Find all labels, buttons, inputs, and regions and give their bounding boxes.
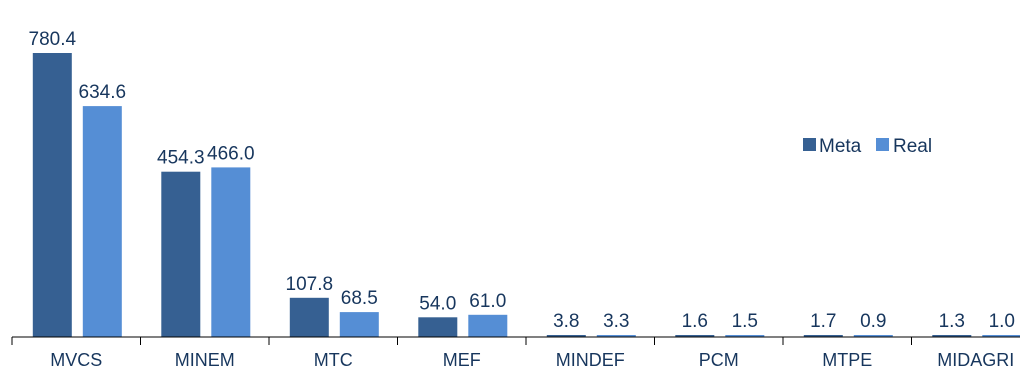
- value-label-real-minem: 466.0: [207, 143, 255, 164]
- legend-swatch-meta: [803, 138, 816, 151]
- bar-real-mef: [468, 314, 508, 337]
- category-label-pcm: PCM: [699, 350, 739, 370]
- value-label-real-mtc: 68.5: [341, 288, 378, 309]
- value-label-real-mvcs: 634.6: [79, 82, 127, 103]
- value-label-meta-pcm: 1.6: [682, 311, 708, 332]
- value-label-meta-mef: 54.0: [419, 293, 456, 314]
- value-label-meta-mvcs: 780.4: [29, 29, 77, 50]
- value-label-real-mindef: 3.3: [603, 311, 629, 332]
- value-label-real-pcm: 1.5: [732, 311, 758, 332]
- bar-meta-mtpe: [803, 335, 843, 337]
- category-label-mtc: MTC: [314, 350, 353, 370]
- bar-meta-mtc: [289, 297, 329, 337]
- value-label-meta-mindef: 3.8: [553, 311, 579, 332]
- category-labels-layer: MVCS MINEM MTC MEF MINDEF PCM MTPE MIDAGRI: [50, 350, 1014, 370]
- bar-real-pcm: [725, 335, 765, 337]
- bar-real-minem: [211, 167, 251, 337]
- bar-real-mtc: [339, 312, 379, 337]
- value-label-real-mtpe: 0.9: [860, 311, 886, 332]
- bar-meta-mvcs: [32, 53, 72, 337]
- value-label-meta-midagri: 1.3: [939, 311, 965, 332]
- category-label-mindef: MINDEF: [556, 350, 625, 370]
- bars-layer: [32, 53, 1020, 337]
- value-label-meta-minem: 454.3: [157, 148, 205, 169]
- bar-meta-pcm: [675, 335, 715, 337]
- legend-label-real: Real: [893, 136, 932, 157]
- bar-real-mindef: [596, 335, 636, 337]
- value-labels-layer: 780.4 634.6 454.3 466.0 107.8 68.5 54.0 61.0 3.8…: [29, 29, 1015, 332]
- value-label-real-midagri: 1.0: [989, 311, 1015, 332]
- bar-real-mvcs: [82, 106, 122, 337]
- value-label-meta-mtc: 107.8: [286, 274, 334, 295]
- legend: Meta Real: [803, 136, 932, 157]
- category-label-midagri: MIDAGRI: [937, 350, 1014, 370]
- legend-swatch-real: [876, 138, 889, 151]
- bar-meta-minem: [161, 171, 201, 337]
- category-label-mvcs: MVCS: [50, 350, 102, 370]
- category-label-mef: MEF: [443, 350, 481, 370]
- value-label-real-mef: 61.0: [469, 291, 506, 312]
- bar-meta-mef: [418, 317, 458, 337]
- x-axis-ticks: [11, 337, 912, 345]
- legend-label-meta: Meta: [819, 136, 862, 157]
- bar-real-mtpe: [853, 335, 893, 337]
- category-label-mtpe: MTPE: [822, 350, 872, 370]
- category-label-minem: MINEM: [175, 350, 235, 370]
- bar-real-midagri: [982, 335, 1020, 337]
- bar-meta-mindef: [546, 335, 586, 337]
- value-label-meta-mtpe: 1.7: [810, 311, 836, 332]
- bar-meta-midagri: [932, 335, 972, 337]
